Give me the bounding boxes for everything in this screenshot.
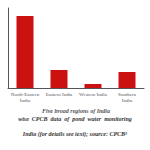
svg-text:North-Eastern: North-Eastern <box>11 92 40 97</box>
svg-text:wise CPCB data of pond wa: wise CPCB data of pond water monitoring <box>18 116 132 122</box>
svg-text:India (for details see text);: India (for details see text); source: CP… <box>22 131 127 138</box>
svg-text:India: India <box>20 98 31 103</box>
svg-text:Eastern India: Eastern India <box>46 92 73 97</box>
svg-text:Western India: Western India <box>79 92 108 97</box>
svg-text:Five broad regions of India: Five broad regions of India <box>42 108 110 114</box>
svg-text:Southern: Southern <box>118 92 137 97</box>
svg-text:India: India <box>122 98 133 103</box>
